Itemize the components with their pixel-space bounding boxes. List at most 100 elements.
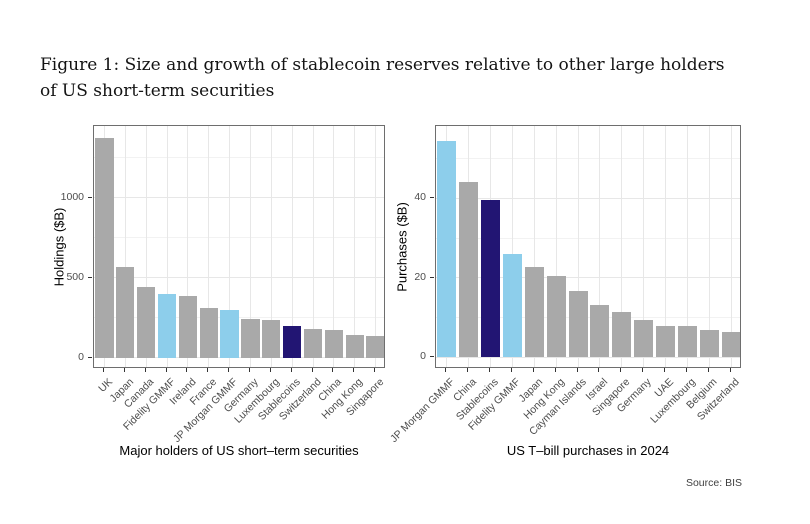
vertical-gridline: [312, 126, 314, 367]
figure-title: Figure 1: Size and growth of stablecoin …: [40, 52, 780, 104]
minor-gridline: [94, 317, 384, 319]
x-tick: [102, 368, 104, 372]
vertical-gridline: [229, 126, 231, 367]
vertical-gridline: [270, 126, 272, 367]
x-tick-label-jp-morgan-gmmf: JP Morgan GMMF: [388, 376, 458, 445]
x-tick: [353, 368, 355, 372]
x-tick: [374, 368, 376, 372]
bar-germany: [241, 318, 260, 358]
bar-belgium: [699, 329, 719, 358]
bar-luxembourg: [677, 326, 697, 358]
bar-luxembourg: [262, 320, 281, 358]
x-tick: [532, 368, 534, 372]
y-tick: [430, 356, 434, 358]
vertical-gridline: [333, 126, 335, 367]
minor-gridline: [94, 237, 384, 239]
plot-panel-purchases: [435, 125, 741, 368]
y-tick-label: 1000: [60, 190, 84, 203]
vertical-gridline: [291, 126, 293, 367]
x-tick: [165, 368, 167, 372]
y-tick: [430, 197, 434, 199]
plot-panel-holdings: [93, 125, 385, 368]
bar-france: [199, 308, 218, 358]
vertical-gridline: [512, 126, 513, 367]
x-tick: [269, 368, 271, 372]
major-gridline: [436, 356, 740, 358]
x-tick: [228, 368, 230, 372]
x-tick: [186, 368, 188, 372]
minor-gridline: [94, 157, 384, 159]
bar-canada: [137, 287, 156, 358]
x-axis-title: US T–bill purchases in 2024: [506, 443, 670, 458]
major-gridline: [436, 197, 740, 199]
x-tick: [642, 368, 644, 372]
bar-stablecoins: [283, 326, 302, 358]
x-axis-title: Major holders of US short–term securitie…: [119, 443, 359, 458]
bar-jp-morgan-gmmf: [220, 310, 239, 358]
vertical-gridline: [599, 126, 601, 367]
vertical-gridline: [621, 126, 623, 367]
vertical-gridline: [665, 126, 666, 367]
bar-switzerland: [303, 328, 323, 358]
bar-germany: [634, 319, 654, 358]
x-tick: [554, 368, 556, 372]
source-note: Source: BIS: [685, 477, 742, 489]
vertical-gridline: [249, 126, 251, 367]
vertical-gridline: [533, 126, 535, 367]
vertical-gridline: [730, 126, 732, 367]
x-tick: [290, 368, 292, 372]
bar-singapore: [366, 335, 384, 358]
y-tick-label: 40: [414, 191, 426, 204]
vertical-gridline: [708, 126, 710, 367]
vertical-gridline: [187, 126, 189, 367]
y-tick-label: 500: [66, 270, 84, 283]
bar-hong-kong: [546, 275, 566, 358]
x-tick: [467, 368, 469, 372]
x-tick: [489, 368, 491, 372]
bar-uae: [655, 325, 676, 358]
bar-cayman-islands: [568, 290, 588, 358]
major-gridline: [94, 197, 384, 199]
bar-israel: [590, 304, 610, 358]
bar-japan: [524, 266, 544, 358]
bar-china: [324, 330, 343, 358]
y-axis-title: Holdings ($B): [51, 207, 67, 286]
x-tick: [598, 368, 600, 372]
bar-fidelity-gmmf: [157, 293, 177, 358]
x-tick: [707, 368, 709, 372]
vertical-gridline: [124, 126, 126, 367]
vertical-gridline: [686, 126, 688, 367]
vertical-gridline: [166, 126, 168, 367]
major-gridline: [94, 357, 384, 359]
vertical-gridline: [208, 126, 210, 367]
vertical-gridline: [577, 126, 579, 367]
y-tick-label: 20: [414, 270, 426, 283]
figure-title-line1: Figure 1: Size and growth of stablecoin …: [40, 55, 725, 75]
bar-china: [459, 182, 479, 358]
figure-title-line2: of US short-term securities: [40, 81, 275, 101]
y-tick-label: 0: [78, 350, 84, 363]
x-tick: [445, 368, 447, 372]
x-tick: [332, 368, 334, 372]
x-tick: [685, 368, 687, 372]
bar-hong-kong: [345, 334, 364, 358]
bar-stablecoins: [481, 200, 501, 358]
bar-switzerland: [721, 332, 740, 358]
vertical-gridline: [375, 126, 377, 367]
vertical-gridline: [555, 126, 557, 367]
y-tick-label: 0: [420, 350, 426, 363]
vertical-gridline: [354, 126, 356, 367]
minor-gridline: [436, 237, 740, 239]
y-tick: [88, 356, 92, 358]
x-tick: [576, 368, 578, 372]
bar-fidelity-gmmf: [502, 254, 523, 358]
x-tick: [729, 368, 731, 372]
x-tick: [207, 368, 209, 372]
x-tick: [311, 368, 313, 372]
minor-gridline: [436, 158, 740, 160]
minor-gridline: [436, 317, 740, 319]
bar-singapore: [612, 311, 632, 358]
x-tick: [620, 368, 622, 372]
y-tick: [430, 276, 434, 278]
